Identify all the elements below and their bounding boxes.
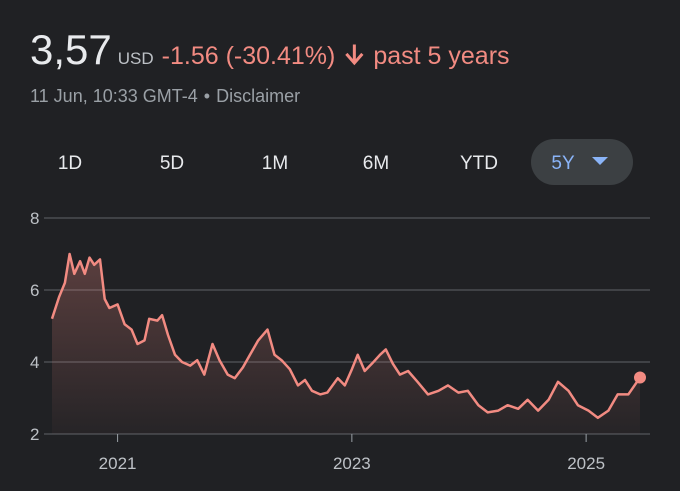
dropdown-icon xyxy=(592,157,608,165)
period: past 5 years xyxy=(373,42,509,70)
price-line xyxy=(50,252,642,420)
x-tick-label: 2023 xyxy=(333,454,371,473)
last-point xyxy=(634,371,646,384)
down-arrow-icon xyxy=(345,44,364,66)
change: -1.56 (-30.41%) xyxy=(162,42,336,70)
timestamp: 11 Jun, 10:33 GMT-4 xyxy=(30,86,198,106)
range-tab[interactable]: YTD xyxy=(460,153,498,174)
disclaimer-link[interactable]: Disclaimer xyxy=(216,86,300,106)
range-tab[interactable]: 1M xyxy=(262,153,288,174)
chart: 2 4 6 8 2021 2023 2025 xyxy=(30,209,650,473)
currency: USD xyxy=(118,49,154,68)
range-tab[interactable]: 5D xyxy=(160,153,184,174)
range-tab[interactable]: 1D xyxy=(58,153,82,174)
x-tick-label: 2025 xyxy=(567,454,605,473)
x-tick-label: 2021 xyxy=(99,454,137,473)
price: 3,57 xyxy=(30,26,112,73)
y-tick-label: 6 xyxy=(30,281,39,300)
y-tick-label: 8 xyxy=(30,209,39,228)
y-tick-label: 2 xyxy=(30,425,39,444)
price-area xyxy=(52,254,640,434)
range-tabs: 1D 5D 1M 6M YTD 5Y xyxy=(58,139,633,185)
separator: • xyxy=(204,86,210,106)
range-tab[interactable]: 6M xyxy=(363,153,389,174)
y-tick-label: 4 xyxy=(30,353,39,372)
range-tab[interactable]: 5Y xyxy=(551,153,575,174)
active-tab-pill xyxy=(531,139,633,185)
